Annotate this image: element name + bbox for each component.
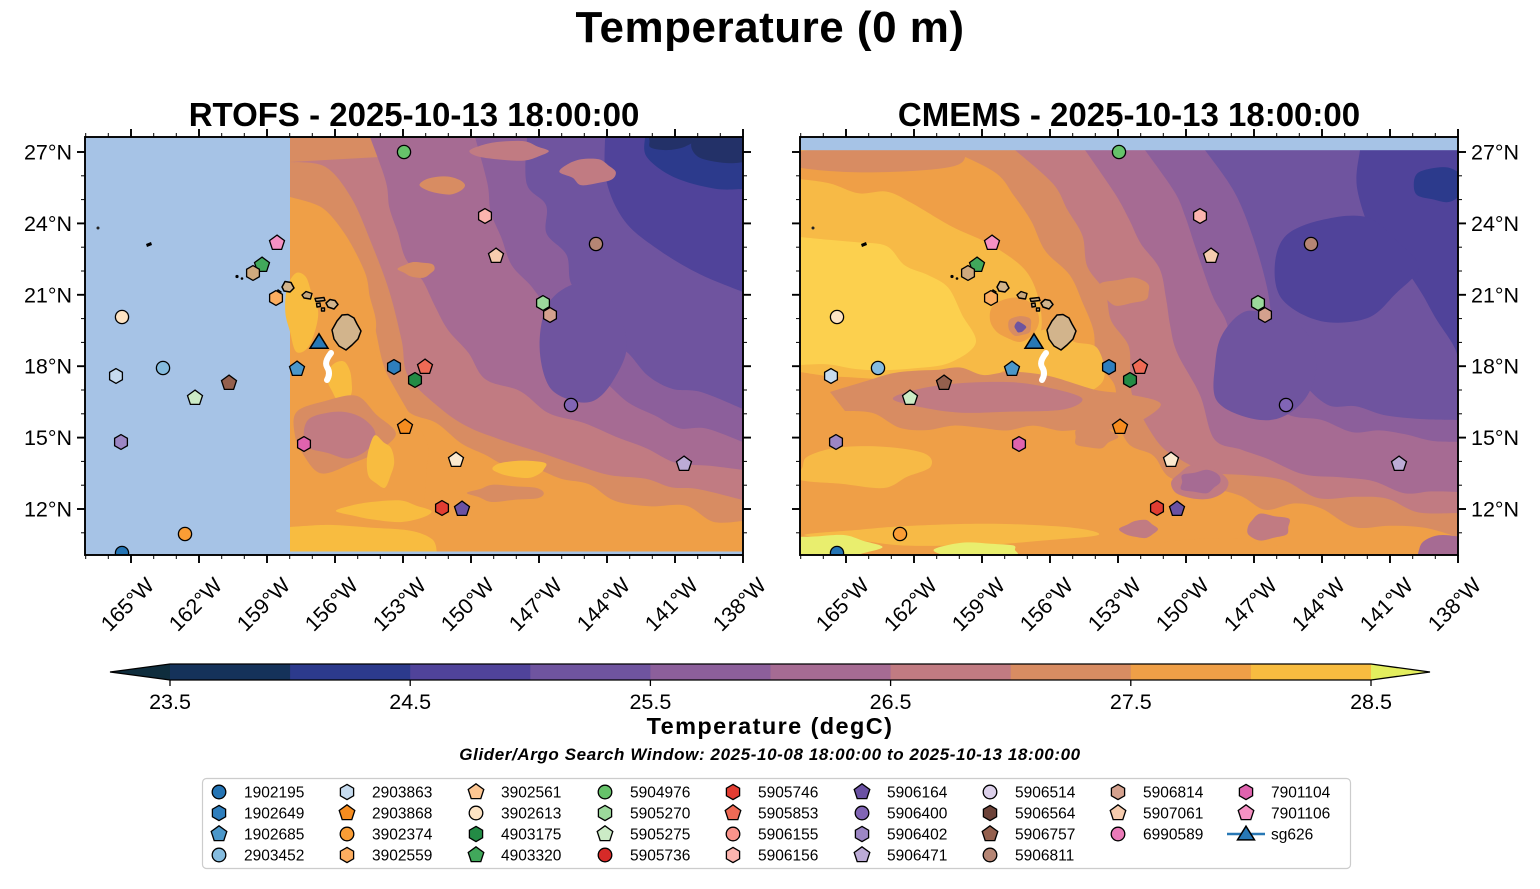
svg-text:138°W: 138°W [1423, 573, 1486, 636]
svg-text:1902649: 1902649 [244, 806, 304, 823]
svg-text:2903452: 2903452 [244, 848, 304, 865]
svg-text:3902613: 3902613 [501, 806, 561, 823]
svg-text:165°W: 165°W [96, 573, 159, 636]
svg-text:159°W: 159°W [947, 573, 1010, 636]
svg-text:7901106: 7901106 [1271, 806, 1330, 823]
svg-text:1902195: 1902195 [244, 785, 304, 802]
svg-text:Temperature (degC): Temperature (degC) [647, 713, 894, 739]
svg-text:5907061: 5907061 [1143, 806, 1203, 823]
svg-text:5906156: 5906156 [758, 848, 818, 865]
svg-text:Glider/Argo Search Window: 202: Glider/Argo Search Window: 2025-10-08 18… [459, 745, 1080, 764]
svg-text:24°N: 24°N [24, 212, 72, 236]
svg-text:150°W: 150°W [1151, 573, 1214, 636]
svg-text:144°W: 144°W [1287, 573, 1350, 636]
svg-text:5906400: 5906400 [887, 806, 948, 823]
svg-text:21°N: 21°N [1471, 283, 1519, 307]
svg-text:Temperature (0 m): Temperature (0 m) [575, 3, 964, 52]
svg-text:5906814: 5906814 [1143, 785, 1204, 802]
svg-text:18°N: 18°N [24, 355, 72, 379]
svg-text:27°N: 27°N [1471, 141, 1519, 165]
svg-text:4903320: 4903320 [501, 848, 562, 865]
svg-text:24°N: 24°N [1471, 212, 1519, 236]
svg-text:5906564: 5906564 [1015, 806, 1076, 823]
svg-text:162°W: 162°W [879, 573, 942, 636]
svg-text:15°N: 15°N [1471, 426, 1519, 450]
svg-text:156°W: 156°W [1015, 573, 1078, 636]
svg-text:15°N: 15°N [24, 426, 72, 450]
svg-text:23.5: 23.5 [149, 690, 191, 714]
svg-text:153°W: 153°W [1083, 573, 1146, 636]
svg-text:24.5: 24.5 [389, 690, 431, 714]
svg-text:141°W: 141°W [1355, 573, 1418, 636]
svg-text:27°N: 27°N [24, 141, 72, 165]
svg-text:5905270: 5905270 [630, 806, 691, 823]
svg-text:138°W: 138°W [708, 573, 771, 636]
svg-text:141°W: 141°W [640, 573, 703, 636]
svg-text:2903863: 2903863 [372, 785, 432, 802]
svg-text:25.5: 25.5 [629, 690, 671, 714]
svg-text:144°W: 144°W [572, 573, 635, 636]
svg-text:162°W: 162°W [164, 573, 227, 636]
svg-text:6990589: 6990589 [1143, 827, 1203, 844]
svg-text:5905275: 5905275 [630, 827, 690, 844]
svg-text:147°W: 147°W [504, 573, 567, 636]
svg-text:5906757: 5906757 [1015, 827, 1075, 844]
svg-text:RTOFS - 2025-10-13 18:00:00: RTOFS - 2025-10-13 18:00:00 [189, 96, 640, 133]
svg-text:5906811: 5906811 [1015, 848, 1074, 865]
svg-text:28.5: 28.5 [1350, 690, 1392, 714]
svg-text:27.5: 27.5 [1110, 690, 1152, 714]
svg-text:18°N: 18°N [1471, 355, 1519, 379]
svg-text:sg626: sg626 [1271, 827, 1313, 844]
svg-text:5906164: 5906164 [887, 785, 948, 802]
svg-text:5905746: 5905746 [758, 785, 818, 802]
svg-text:3902561: 3902561 [501, 785, 561, 802]
svg-text:CMEMS - 2025-10-13 18:00:00: CMEMS - 2025-10-13 18:00:00 [898, 96, 1360, 133]
svg-text:5905736: 5905736 [630, 848, 690, 865]
svg-text:5904976: 5904976 [630, 785, 690, 802]
svg-text:153°W: 153°W [368, 573, 431, 636]
svg-text:159°W: 159°W [232, 573, 295, 636]
svg-text:5906402: 5906402 [887, 827, 947, 844]
svg-text:26.5: 26.5 [870, 690, 912, 714]
svg-text:3902559: 3902559 [372, 848, 432, 865]
svg-text:165°W: 165°W [811, 573, 874, 636]
svg-text:5906514: 5906514 [1015, 785, 1076, 802]
svg-text:12°N: 12°N [24, 498, 72, 522]
svg-text:156°W: 156°W [300, 573, 363, 636]
svg-text:5906471: 5906471 [887, 848, 947, 865]
svg-text:21°N: 21°N [24, 283, 72, 307]
svg-text:5906155: 5906155 [758, 827, 818, 844]
svg-text:1902685: 1902685 [244, 827, 304, 844]
svg-text:7901104: 7901104 [1271, 785, 1331, 802]
svg-text:12°N: 12°N [1471, 498, 1519, 522]
svg-text:4903175: 4903175 [501, 827, 561, 844]
svg-text:3902374: 3902374 [372, 827, 433, 844]
svg-text:2903868: 2903868 [372, 806, 432, 823]
svg-text:5905853: 5905853 [758, 806, 818, 823]
svg-text:150°W: 150°W [436, 573, 499, 636]
svg-text:147°W: 147°W [1219, 573, 1282, 636]
